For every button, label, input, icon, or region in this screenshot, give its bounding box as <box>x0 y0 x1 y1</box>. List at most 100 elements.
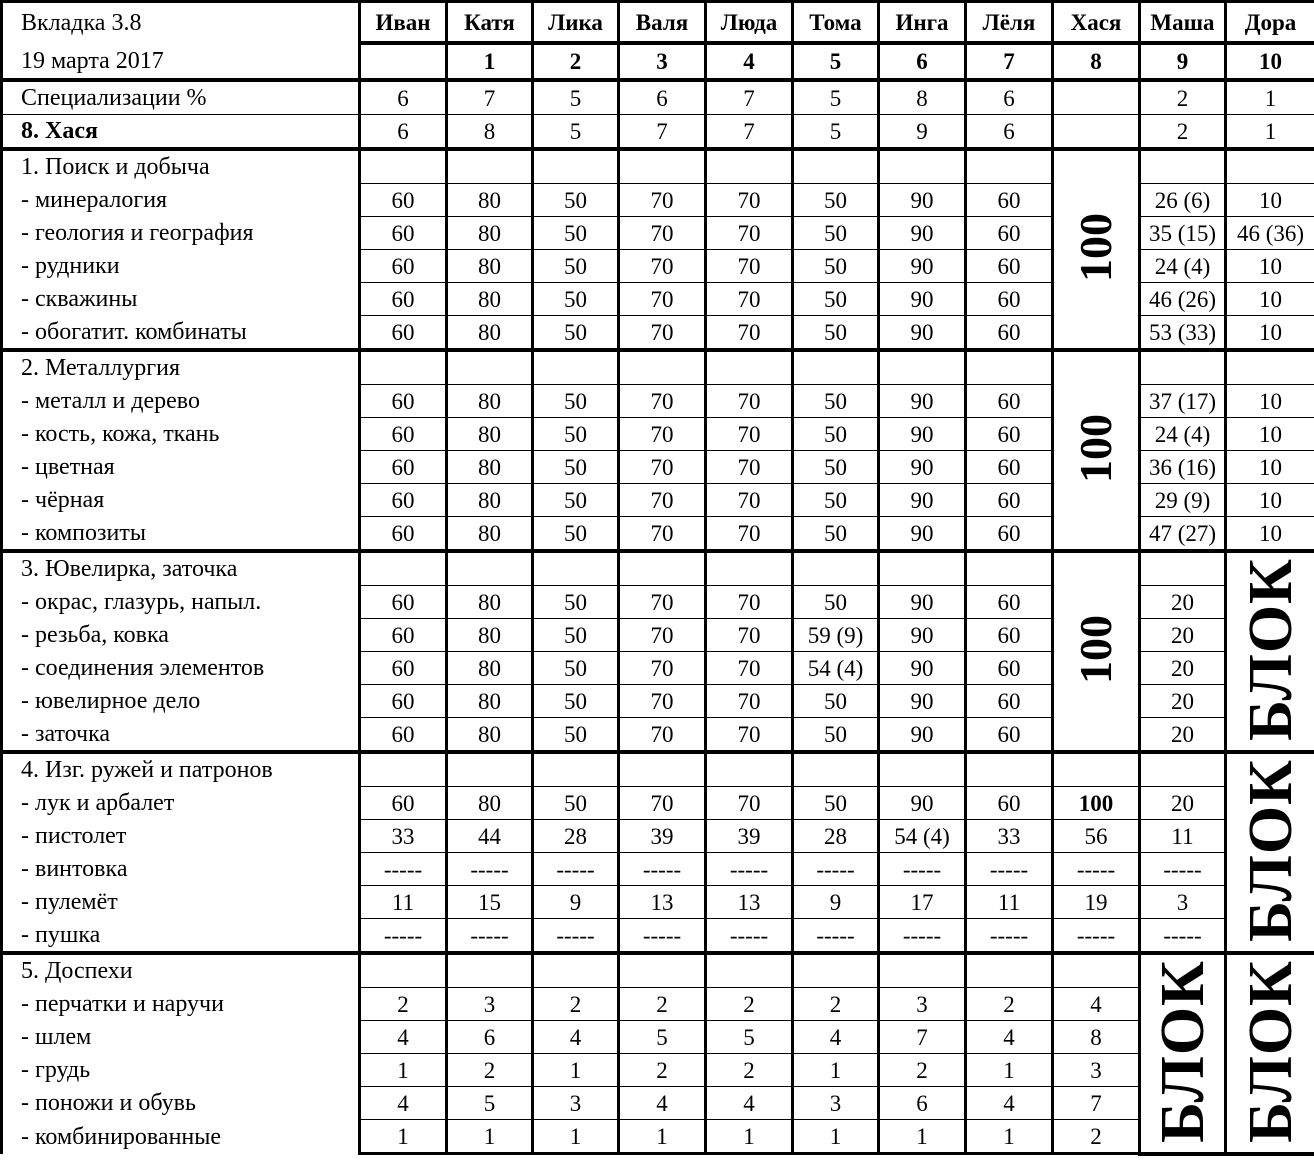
value-cell: 60 <box>358 618 448 652</box>
value-cell: 70 <box>617 516 707 552</box>
value-cell: 90 <box>877 651 967 685</box>
spec-value: 1 <box>1224 79 1314 115</box>
value-cell: 2 <box>617 1053 707 1087</box>
value-cell: ----- <box>1138 852 1227 886</box>
value-cell: ----- <box>704 852 794 886</box>
table-row: - перчатки и наручи 2 3 2 2 2 2 3 2 4 <box>0 987 1314 1021</box>
value-cell: 70 <box>704 651 794 685</box>
value-cell: 7 <box>1051 1086 1141 1120</box>
empty-cell <box>964 348 1054 385</box>
value-cell: 28 <box>791 819 880 853</box>
value-cell: 80 <box>445 282 534 316</box>
row-label: - пистолет <box>0 819 361 853</box>
header-row-names: Вкладка 3.8 Иван Катя Лика Валя Люда Тома Инга Л… <box>0 0 1314 45</box>
value-cell: 6 <box>877 1086 967 1120</box>
value-cell: ----- <box>617 918 707 954</box>
value-cell: ----- <box>1051 852 1141 886</box>
empty-cell <box>1051 951 1141 988</box>
value-cell: 50 <box>791 786 880 820</box>
empty-cell <box>964 750 1054 787</box>
merged-block-cell: БЛОК <box>1224 951 1314 1156</box>
value-cell: 3 <box>1051 1053 1141 1087</box>
empty-cell <box>877 951 967 988</box>
value-cell: 70 <box>617 183 707 217</box>
column-header-number: 8 <box>1051 42 1141 82</box>
table-row: - комбинированные 1 1 1 1 1 1 1 1 2 <box>0 1119 1314 1155</box>
empty-cell <box>1138 348 1227 385</box>
spec-value: 5 <box>791 79 880 115</box>
column-header-name: Валя <box>617 0 707 45</box>
merged-block-label: БЛОК <box>1236 759 1305 942</box>
table-row: - пушка ----- ----- ----- ----- ----- ----- ---… <box>0 918 1314 954</box>
value-cell: 1 <box>358 1119 448 1155</box>
value-cell: 60 <box>358 417 448 451</box>
value-cell: 5 <box>617 1020 707 1054</box>
value-cell: 50 <box>791 384 880 418</box>
empty-cell <box>1224 147 1314 184</box>
value-cell: 3 <box>445 987 534 1021</box>
value-cell: 70 <box>704 249 794 283</box>
value-cell: 46 (26) <box>1138 282 1227 316</box>
value-cell: 60 <box>964 684 1054 718</box>
value-cell: 90 <box>877 717 967 753</box>
empty-cell <box>445 348 534 385</box>
value-cell: 90 <box>877 282 967 316</box>
empty-cell <box>617 348 707 385</box>
merged-block-label: 100 <box>1070 213 1121 282</box>
column-header-number: 3 <box>617 42 707 82</box>
value-cell: ----- <box>531 918 620 954</box>
value-cell: 90 <box>877 315 967 351</box>
row-label: - заточка <box>0 717 361 752</box>
value-cell: 2 <box>445 1053 534 1087</box>
value-cell: 19 <box>1051 885 1141 919</box>
value-cell: 1 <box>964 1119 1054 1155</box>
value-cell: 60 <box>358 384 448 418</box>
empty-cell <box>617 951 707 988</box>
empty-cell <box>358 750 448 787</box>
value-cell: 46 (36) <box>1224 216 1314 250</box>
value-cell: 50 <box>791 315 880 351</box>
empty-cell <box>358 951 448 988</box>
value-cell: 70 <box>704 282 794 316</box>
empty-cell <box>704 348 794 385</box>
value-cell: 60 <box>358 786 448 820</box>
table-row: - шлем 4 6 4 5 5 4 7 4 8 <box>0 1020 1314 1054</box>
value-cell: ----- <box>1051 918 1141 954</box>
value-cell: 10 <box>1224 282 1314 316</box>
column-header-number: 6 <box>877 42 967 82</box>
value-cell: 1 <box>791 1053 880 1087</box>
value-cell: 70 <box>617 216 707 250</box>
column-header-name: Люда <box>704 0 794 45</box>
value-cell: 60 <box>358 516 448 552</box>
value-cell: 60 <box>964 417 1054 451</box>
value-cell: 20 <box>1138 786 1227 820</box>
value-cell: 3 <box>791 1086 880 1120</box>
column-header-number: 1 <box>445 42 534 82</box>
row-label: - пушка <box>0 918 361 953</box>
value-cell: 70 <box>617 450 707 484</box>
empty-cell <box>791 147 880 184</box>
value-cell: ----- <box>358 918 448 954</box>
value-cell: 70 <box>704 483 794 517</box>
merged-block-cell: 100 <box>1051 147 1141 352</box>
table-row: - цветная 60 80 50 70 70 50 90 60 36 (16) 10 <box>0 450 1314 484</box>
value-cell: 29 (9) <box>1138 483 1227 517</box>
empty-cell <box>704 951 794 988</box>
hasya-value: 6 <box>358 114 448 150</box>
column-header-name: Маша <box>1138 0 1227 45</box>
value-cell: 50 <box>531 585 620 619</box>
table-row: - чёрная 60 80 50 70 70 50 90 60 29 (9) 10 <box>0 483 1314 517</box>
section-heading-row: 5. Доспехи БЛОК БЛОК <box>0 951 1314 1156</box>
hasya-label: 8. Хася <box>0 114 361 150</box>
value-cell: 90 <box>877 417 967 451</box>
value-cell: 9 <box>791 885 880 919</box>
value-cell: 39 <box>704 819 794 853</box>
value-cell: 28 <box>531 819 620 853</box>
spec-value: 8 <box>877 79 967 115</box>
value-cell: 1 <box>704 1119 794 1155</box>
row-label: - композиты <box>0 516 361 551</box>
table-row: - рудники 60 80 50 70 70 50 90 60 24 (4) 10 <box>0 249 1314 283</box>
row-label: - соединения элементов <box>0 651 361 685</box>
empty-cell <box>964 951 1054 988</box>
